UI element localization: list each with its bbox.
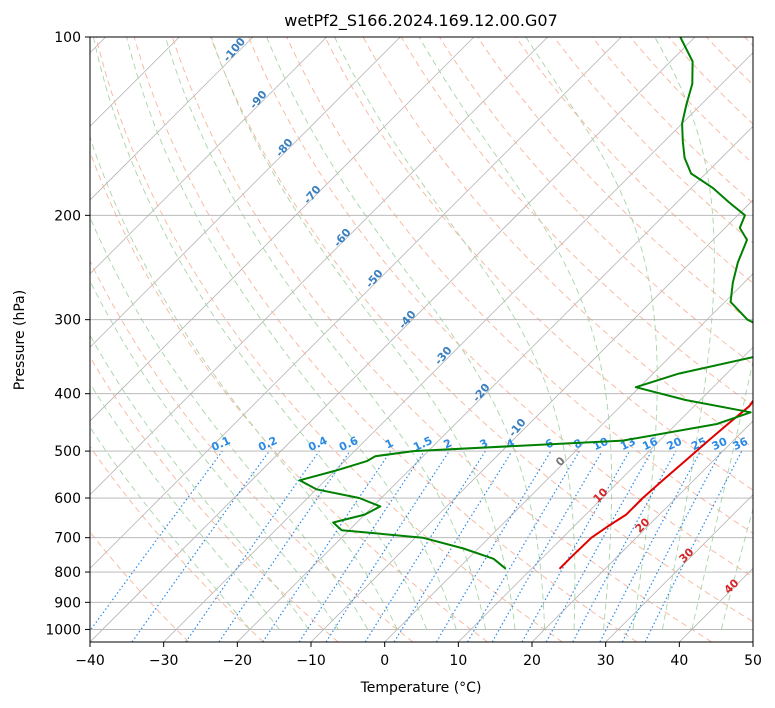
moist-adiabat: [266, 37, 546, 630]
isotherm: [237, 125, 753, 642]
moist-adiabat: [210, 37, 516, 630]
dry-adiabat: [210, 37, 753, 623]
temperature-line: [558, 399, 753, 570]
mixing-ratio-line: [325, 450, 450, 642]
isotherm: [90, 37, 401, 348]
mixing-ratio-line: [262, 450, 392, 642]
y-tick-label: 900: [54, 595, 81, 611]
mixing-ratio-label: 10: [591, 435, 611, 453]
mixing-ratio-line: [298, 450, 425, 642]
isotherm: [458, 346, 753, 642]
isotherm: [90, 37, 548, 496]
y-tick-label: 300: [54, 313, 81, 329]
mixing-ratio-label: 30: [710, 435, 730, 453]
x-axis: −40 −30 −20 −10 0 10 20 30 40 50: [75, 642, 762, 669]
sounding-series: [298, 37, 753, 570]
mixing-ratio-label: 20: [665, 435, 685, 453]
isotherm: [752, 641, 753, 642]
moist-adiabat: [92, 37, 428, 630]
y-tick-label: 100: [54, 30, 81, 46]
isotherm: [384, 273, 753, 642]
plot-frame: [89, 36, 754, 643]
x-tick-label: −40: [75, 653, 105, 669]
x-tick-label: −30: [149, 653, 179, 669]
mixing-ratio-line: [218, 450, 351, 642]
dry-adiabat: [171, 37, 712, 642]
moist-adiabat: [691, 359, 753, 630]
dry-adiabat: [90, 259, 414, 642]
dry-adiabat: [286, 37, 753, 534]
y-tick-label: 500: [54, 444, 81, 460]
x-tick-label: 40: [670, 653, 688, 669]
isotherm: [90, 37, 475, 422]
dry-adiabat: [515, 37, 753, 284]
moist-adiabat: [720, 506, 753, 630]
moist-adiabat: [90, 382, 280, 630]
x-axis-label: Temperature (°C): [360, 680, 482, 696]
y-tick-label: 600: [54, 491, 81, 507]
mixing-ratio-label: 25: [689, 435, 708, 453]
isotherm: [163, 52, 753, 642]
mixing-ratio-line: [131, 450, 270, 642]
isotherm: [90, 37, 327, 275]
isotherm: [90, 37, 696, 642]
dry-adiabat: [90, 445, 264, 642]
y-tick-label: 700: [54, 531, 81, 547]
x-tick-label: 30: [597, 653, 615, 669]
mixing-ratio-line: [393, 450, 513, 642]
dry-adiabat: [90, 356, 339, 642]
y-axis-label: Pressure (hPa): [12, 290, 28, 390]
moist-adiabat: [164, 37, 487, 630]
dry-adiabat: [95, 37, 563, 642]
mixing-ratio-label: 16: [640, 435, 660, 453]
x-tick-label: −10: [296, 653, 326, 669]
isotherm: [531, 420, 753, 642]
x-tick-label: 50: [744, 653, 762, 669]
moist-adiabat: [126, 37, 457, 630]
dewpoint-line: [298, 37, 753, 570]
moist-adiabat: [525, 37, 658, 630]
moist-adiabat: [654, 37, 715, 630]
plot-background: [90, 37, 753, 642]
x-tick-label: 0: [380, 653, 389, 669]
background-lines: [90, 37, 753, 642]
isotherm: [90, 37, 622, 569]
x-tick-label: 20: [523, 653, 541, 669]
mixing-ratio-line: [185, 450, 320, 642]
mixing-ratio-label: 36: [731, 435, 751, 453]
moist-adiabat: [90, 216, 369, 630]
dry-adiabat: [248, 37, 753, 578]
mixing-ratio-line: [572, 450, 677, 642]
x-tick-label: −20: [223, 653, 253, 669]
dry-adiabat: [324, 37, 753, 491]
y-tick-label: 800: [54, 565, 81, 581]
moist-adiabat: [418, 37, 613, 630]
moist-adiabat: [90, 334, 310, 630]
y-tick-label: 400: [54, 387, 81, 403]
isotherm: [605, 494, 753, 642]
isotherm: [90, 37, 254, 201]
y-tick-label: 1000: [45, 622, 81, 638]
y-tick-label: 200: [54, 208, 81, 224]
mixing-ratio-line: [644, 450, 743, 642]
moist-adiabat: [90, 426, 251, 630]
x-tick-label: 10: [449, 653, 467, 669]
y-axis: 100 200 300 400 500 600 700 800 900 1000: [45, 30, 90, 638]
chart-title: wetPf2_S166.2024.169.12.00.G07: [284, 11, 558, 31]
moist-adiabat: [90, 135, 398, 630]
mixing-ratio-line: [90, 450, 223, 632]
mixing-ratio-line: [545, 450, 653, 642]
